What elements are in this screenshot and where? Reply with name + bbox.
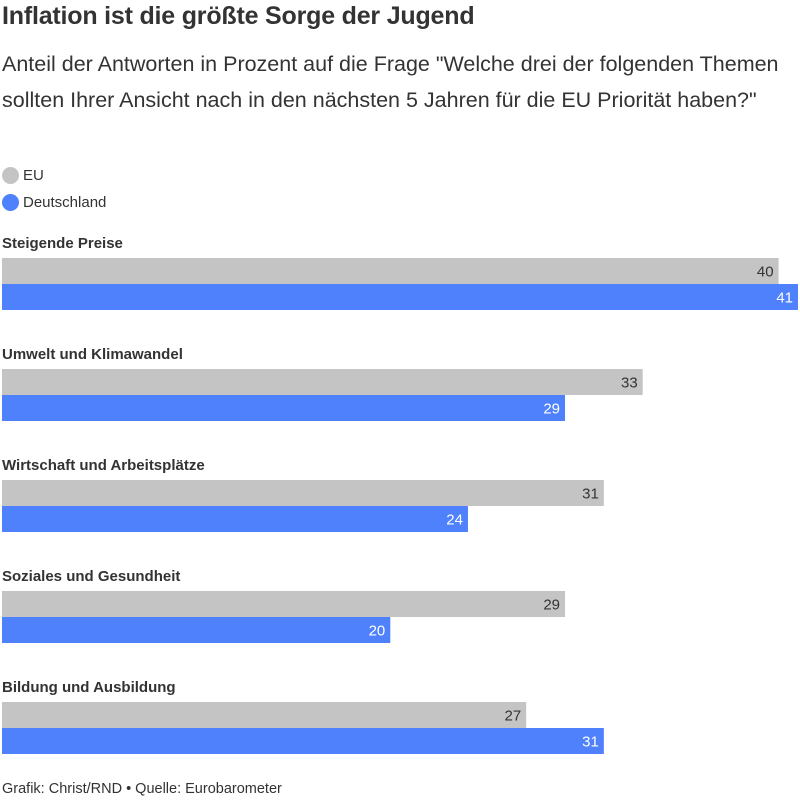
- legend-swatch-deutschland: [2, 194, 19, 211]
- value-label-eu-umwelt-und-klimawandel: 33: [621, 375, 638, 392]
- bar-deutschland-soziales-und-gesundheit: [2, 617, 391, 643]
- value-label-eu-wirtschaft-und-arbeitsplaetze: 31: [582, 486, 599, 503]
- legend-label-deutschland: Deutschland: [23, 194, 107, 211]
- legend-label-eu: EU: [23, 167, 44, 184]
- category-label-bildung-und-ausbildung: Bildung und Ausbildung: [2, 679, 176, 696]
- bar-deutschland-steigende-preise: [2, 284, 798, 310]
- value-label-eu-bildung-und-ausbildung: 27: [505, 708, 522, 725]
- value-label-eu-steigende-preise: 40: [757, 264, 774, 281]
- bar-deutschland-bildung-und-ausbildung: [2, 728, 604, 754]
- bar-deutschland-umwelt-und-klimawandel: [2, 395, 566, 421]
- category-label-wirtschaft-und-arbeitsplaetze: Wirtschaft und Arbeitsplätze: [2, 457, 205, 474]
- source-footer: Grafik: Christ/RND • Quelle: Eurobaromet…: [2, 781, 282, 797]
- bar-eu-soziales-und-gesundheit: [2, 591, 566, 617]
- value-label-deutschland-soziales-und-gesundheit: 20: [369, 623, 386, 640]
- category-label-umwelt-und-klimawandel: Umwelt und Klimawandel: [2, 346, 183, 363]
- chart-subtitle: Anteil der Antworten in Prozent auf die …: [2, 52, 779, 112]
- legend: EU Deutschland: [2, 162, 106, 216]
- value-label-deutschland-steigende-preise: 41: [776, 290, 793, 307]
- legend-item-deutschland: Deutschland: [2, 189, 106, 216]
- category-label-steigende-preise: Steigende Preise: [2, 235, 123, 252]
- category-label-soziales-und-gesundheit: Soziales und Gesundheit: [2, 568, 180, 585]
- value-label-deutschland-bildung-und-ausbildung: 31: [582, 734, 599, 751]
- legend-swatch-eu: [2, 167, 19, 184]
- value-label-deutschland-wirtschaft-und-arbeitsplaetze: 24: [446, 512, 463, 529]
- bar-eu-bildung-und-ausbildung: [2, 702, 527, 728]
- bar-eu-wirtschaft-und-arbeitsplaetze: [2, 480, 604, 506]
- bar-eu-umwelt-und-klimawandel: [2, 369, 643, 395]
- chart-title: Inflation ist die größte Sorge der Jugen…: [2, 2, 475, 30]
- bar-deutschland-wirtschaft-und-arbeitsplaetze: [2, 506, 468, 532]
- bar-eu-steigende-preise: [2, 258, 779, 284]
- legend-item-eu: EU: [2, 162, 106, 189]
- value-label-eu-soziales-und-gesundheit: 29: [543, 597, 560, 614]
- value-label-deutschland-umwelt-und-klimawandel: 29: [543, 401, 560, 418]
